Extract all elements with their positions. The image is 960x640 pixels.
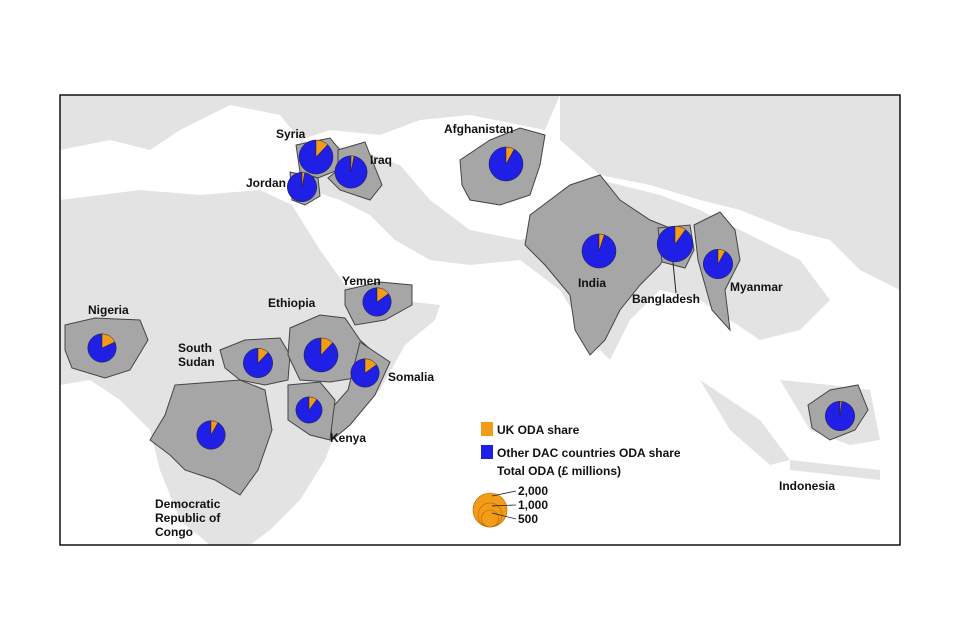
country-label: Afghanistan <box>444 122 514 136</box>
country-label: Yemen <box>342 274 381 288</box>
pie-uk-share <box>717 249 726 265</box>
pie-uk-share <box>839 401 843 417</box>
pie-uk-share <box>257 348 269 364</box>
legend-swatch-other <box>481 445 493 459</box>
pie-uk-share <box>101 333 116 349</box>
size-legend-label: 1,000 <box>518 498 549 512</box>
size-legend-circle <box>481 509 499 528</box>
country-label: Somalia <box>388 370 435 384</box>
country-label: Kenya <box>330 431 367 445</box>
legend-title: Total ODA (£ millions) <box>497 464 622 478</box>
size-legend-leader <box>491 512 517 520</box>
size-legend-label: 2,000 <box>518 484 549 498</box>
pie-other-share <box>334 155 368 189</box>
country-label: Ethiopia <box>268 296 316 310</box>
pie-uk-share <box>320 337 333 356</box>
pie-uk-share <box>505 146 515 165</box>
country-label: Myanmar <box>730 280 783 294</box>
legend-swatch-uk <box>481 422 493 436</box>
pie-uk-share <box>301 172 306 188</box>
map-frame <box>59 94 901 546</box>
pie-uk-share <box>350 155 355 173</box>
country-label: India <box>578 276 607 290</box>
pie-uk-share <box>598 233 605 252</box>
pie-uk-share <box>674 225 686 245</box>
size-legend-label: 500 <box>518 512 539 526</box>
legend-label: UK ODA share <box>497 423 580 437</box>
pie-uk-share <box>376 287 389 303</box>
country-label: Bangladesh <box>632 292 701 306</box>
country-label: Nigeria <box>88 303 129 317</box>
size-legend-leader <box>491 490 517 497</box>
size-legend-leader <box>491 504 517 507</box>
pie-other-share <box>87 333 117 363</box>
country-label: Syria <box>276 127 306 141</box>
country-label: Indonesia <box>779 479 836 493</box>
pie-uk-share <box>308 396 318 411</box>
country-label: Jordan <box>246 176 287 190</box>
pie-uk-share <box>210 420 219 436</box>
pie-uk-share <box>315 139 328 158</box>
country-label: Democratic Republic of Congo <box>155 497 221 539</box>
pie-uk-share <box>364 358 377 374</box>
country-label: South Sudan <box>178 341 215 369</box>
legend-label: Other DAC countries ODA share <box>497 446 681 460</box>
country-label: Iraq <box>370 153 393 167</box>
